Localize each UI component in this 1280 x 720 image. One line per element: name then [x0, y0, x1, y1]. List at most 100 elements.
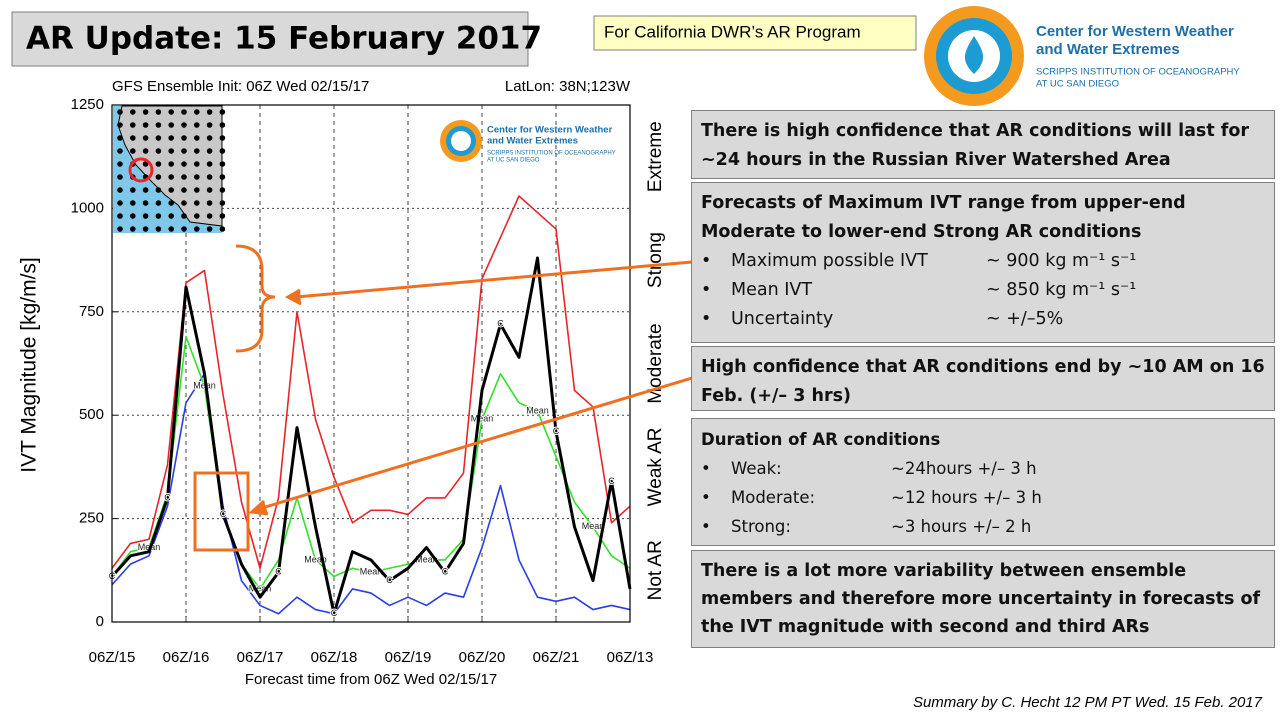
map-dot: [155, 213, 162, 219]
map-dot: [155, 226, 162, 232]
map-dot: [194, 161, 200, 167]
chart-logo: [440, 120, 482, 162]
box-text: There is a lot more variability between …: [701, 561, 1261, 637]
map-dot: [130, 187, 136, 193]
series-marker: C: [275, 567, 282, 577]
x-tick-label: 06Z/19: [385, 649, 432, 666]
map-dot: [130, 148, 136, 154]
ar-category: Weak AR: [645, 427, 666, 506]
map-dot: [194, 148, 200, 154]
item-key: Moderate:: [731, 488, 816, 507]
y-tick-label: 500: [79, 406, 104, 423]
item-value: ~ 850 kg m⁻¹ s⁻¹: [986, 280, 1137, 300]
map-dot: [194, 109, 200, 115]
bullet: • Strong: ~3 hours +/– 2 h: [701, 512, 1265, 541]
map-dot: [168, 200, 174, 206]
chart-location: LatLon: 38N;123W: [505, 78, 631, 95]
map-dot: [181, 174, 187, 180]
map-dot: [194, 187, 200, 193]
item-value: ~12 hours +/– 3 h: [891, 488, 1042, 507]
map-dot: [219, 135, 226, 141]
text-box: Forecasts of Maximum IVT range from uppe…: [691, 182, 1275, 343]
map-dot: [194, 200, 200, 206]
map-dot: [206, 187, 213, 193]
map-dot: [155, 122, 162, 128]
map-dot: [206, 200, 213, 206]
bullet: • Uncertainty ~ +/–5%: [701, 305, 1265, 334]
box-heading: Duration of AR conditions: [701, 430, 941, 449]
footer: Summary by C. Hecht 12 PM PT Wed. 15 Feb…: [913, 694, 1263, 711]
map-dot: [130, 109, 136, 115]
y-axis-label: IVT Magnitude [kg/m/s]: [18, 257, 41, 473]
map-dot: [181, 187, 187, 193]
map-dot: [142, 213, 149, 219]
note: For California DWR’s AR Program: [604, 22, 861, 41]
map-dot: [117, 122, 123, 128]
map-dot: [219, 148, 226, 154]
series-marker: C: [220, 509, 227, 519]
x-tick-label: 06Z/18: [311, 649, 358, 666]
map-dot: [181, 200, 187, 206]
map-dot: [117, 161, 123, 167]
map-dot: [130, 200, 136, 206]
map-dot: [219, 200, 226, 206]
map-dot: [142, 187, 149, 193]
chart-logo-text: AT UC SAN DIEGO: [487, 158, 540, 164]
map-dot: [194, 213, 200, 219]
map-dot: [168, 122, 174, 128]
map-dot: [117, 135, 123, 141]
series-marker: Mean: [582, 521, 605, 531]
series-line: [111, 195, 631, 570]
map-dot: [181, 161, 187, 167]
map-dot: [219, 122, 226, 128]
text-box: There is a lot more variability between …: [691, 550, 1275, 648]
map-dot: [130, 122, 136, 128]
map-dot: [181, 226, 187, 232]
series-marker: Mean: [526, 405, 549, 415]
x-tick-label: 06Z/15: [89, 649, 136, 666]
series-marker: C: [497, 319, 504, 329]
x-tick-label: 06Z/16: [163, 649, 210, 666]
title-box: [11, 11, 529, 67]
chart-logo-text: SCRIPPS INSTITUTION OF OCEANOGRAPHY: [487, 151, 616, 157]
org-sub: AT UC SAN DIEGO: [1036, 79, 1119, 90]
box-text: There is high confidence that AR conditi…: [701, 121, 1250, 170]
note-box: [593, 15, 917, 51]
x-tick-label: 06Z/13: [607, 649, 654, 666]
map-dot: [142, 109, 149, 115]
org-sub: SCRIPPS INSTITUTION OF OCEANOGRAPHY: [1036, 67, 1240, 78]
ar-category: Extreme: [645, 121, 666, 192]
bullet: • Weak: ~24hours +/– 3 h: [701, 454, 1265, 483]
map-dot: [168, 226, 174, 232]
map-dot: [142, 226, 149, 232]
map-dot: [117, 109, 123, 115]
map-dot: [117, 174, 123, 180]
map-dot: [155, 148, 162, 154]
map-dot: [206, 135, 213, 141]
map-dot: [219, 213, 226, 219]
x-axis-label: Forecast time from 06Z Wed 02/15/17: [245, 671, 497, 688]
series-line: [110, 256, 632, 616]
map-dot: [194, 174, 200, 180]
map-dot: [117, 213, 123, 219]
map-dot: [194, 226, 200, 232]
map-dot: [206, 122, 213, 128]
bullet: • Maximum possible IVT ~ 900 kg m⁻¹ s⁻¹: [701, 247, 1265, 276]
y-tick-label: 250: [79, 510, 104, 527]
x-tick-label: 06Z/17: [237, 649, 284, 666]
map-dot: [168, 148, 174, 154]
map-dot: [168, 161, 174, 167]
x-tick-label: 06Z/21: [533, 649, 580, 666]
map-dot: [206, 213, 213, 219]
box-heading: Forecasts of Maximum IVT range from uppe…: [701, 193, 1186, 242]
map-dot: [117, 187, 123, 193]
plot-frame: [111, 104, 631, 623]
text-box: There is high confidence that AR conditi…: [691, 110, 1275, 179]
series-marker: C: [442, 567, 449, 577]
map-dot: [155, 135, 162, 141]
map-dot: [117, 200, 123, 206]
item-value: ~ 900 kg m⁻¹ s⁻¹: [986, 251, 1137, 271]
map-inset: [113, 105, 226, 233]
box-text: High confidence that AR conditions end b…: [701, 357, 1265, 406]
